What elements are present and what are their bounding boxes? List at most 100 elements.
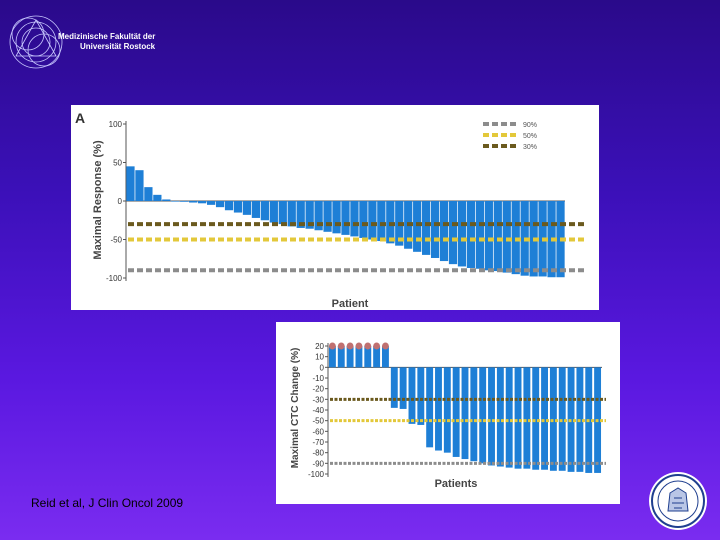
bar	[422, 201, 431, 255]
chart-a-bars	[126, 166, 565, 278]
bar	[399, 367, 407, 409]
bar	[278, 201, 287, 225]
y-tick-label: -80	[312, 449, 324, 458]
bar	[171, 201, 180, 202]
bar	[373, 346, 381, 368]
bar	[549, 367, 557, 471]
y-tick-label: -20	[312, 385, 324, 394]
capped-bar-marker	[328, 342, 336, 350]
capped-bar-marker	[373, 342, 381, 350]
bar	[162, 199, 171, 201]
bar	[417, 367, 425, 425]
bar	[484, 201, 493, 271]
bar	[251, 201, 261, 218]
bar	[457, 201, 467, 267]
y-tick-label: 10	[315, 353, 324, 362]
faculty-line-1: Medizinische Fakultät der	[58, 32, 156, 41]
bar	[287, 201, 296, 227]
bar	[413, 201, 422, 252]
y-tick-label: 50	[113, 159, 122, 168]
bar	[514, 367, 522, 469]
chart-a-legend: 90% 50% 30%	[483, 122, 537, 151]
capped-bar-marker	[355, 342, 363, 350]
bar	[479, 367, 487, 464]
chart-a-xlabel: Patient	[332, 298, 369, 310]
bar	[359, 201, 368, 238]
bar	[328, 346, 336, 368]
capped-bar-marker	[337, 342, 345, 350]
bar	[337, 346, 345, 368]
bar	[206, 201, 216, 205]
chart-b-y-axis: 20 100 -10 -20-30 -40 -50-60 -70 -80-90 -100	[308, 342, 602, 479]
bar	[390, 367, 398, 408]
bar	[189, 201, 198, 203]
y-tick-label: -50	[110, 236, 122, 245]
bar	[502, 201, 511, 273]
chart-b-panel: Maximal CTC Change (%) Patients 20 10 0 -10…	[276, 322, 620, 504]
y-tick-label: -100	[106, 274, 123, 283]
bar	[323, 201, 332, 232]
y-tick-label: -40	[312, 406, 324, 415]
faculty-line-2: Universität Rostock	[80, 42, 156, 51]
y-tick-label: -50	[312, 417, 324, 426]
bar	[408, 367, 416, 424]
y-tick-label: 100	[109, 120, 123, 129]
chart-b-ylabel: Maximal CTC Change (%)	[290, 348, 301, 469]
bar	[215, 201, 225, 208]
bar	[350, 201, 359, 237]
chart-a-reference-lines	[128, 222, 587, 273]
maximal-response-waterfall-chart: A Maximal Response (%) Patient 90% 50% 30%…	[75, 110, 587, 310]
bar	[452, 367, 460, 457]
faculty-name: Medizinische Fakultät der Universität Ro…	[58, 32, 155, 52]
bar	[355, 346, 363, 368]
bar	[305, 201, 314, 229]
bar	[430, 201, 440, 258]
bar	[505, 367, 513, 468]
bar	[242, 201, 252, 215]
legend-label: 50%	[523, 133, 537, 140]
bar	[269, 201, 278, 223]
bar	[346, 346, 354, 368]
bar	[493, 201, 502, 272]
chart-b-xlabel: Patients	[435, 478, 478, 490]
bar	[233, 201, 243, 213]
chart-b-bars	[328, 342, 602, 473]
bar	[435, 367, 442, 451]
chart-a-panel: A Maximal Response (%) Patient 90% 50% 30%…	[71, 105, 599, 310]
chart-a-ylabel: Maximal Response (%)	[92, 140, 104, 260]
bar	[475, 201, 485, 269]
y-tick-label: -100	[308, 470, 325, 479]
university-seal-icon	[649, 472, 707, 530]
bar	[558, 367, 566, 471]
bar	[443, 367, 451, 453]
bar	[368, 201, 377, 240]
bar	[135, 170, 144, 201]
bar	[523, 367, 531, 469]
legend-label: 90%	[523, 122, 537, 129]
y-tick-label: 20	[315, 342, 324, 351]
chart-b-reference-lines	[330, 397, 606, 465]
bar	[439, 201, 449, 262]
bar	[488, 367, 495, 466]
bar	[364, 346, 372, 368]
legend-label: 30%	[523, 144, 537, 151]
bar	[496, 367, 504, 467]
bar	[377, 201, 386, 242]
bar	[541, 367, 548, 470]
y-tick-label: 0	[320, 363, 325, 372]
bar	[466, 201, 476, 268]
bar	[470, 367, 478, 462]
y-tick-label: -70	[312, 438, 324, 447]
capped-bar-marker	[364, 342, 372, 350]
bar	[426, 367, 434, 448]
bar	[341, 201, 350, 235]
y-tick-label: -90	[312, 459, 324, 468]
bar	[153, 194, 162, 201]
bar	[332, 201, 341, 234]
bar	[314, 201, 323, 231]
bar	[224, 201, 234, 211]
bar	[296, 201, 305, 228]
bar	[382, 346, 389, 368]
bar	[198, 201, 207, 204]
y-tick-label: -10	[312, 374, 324, 383]
